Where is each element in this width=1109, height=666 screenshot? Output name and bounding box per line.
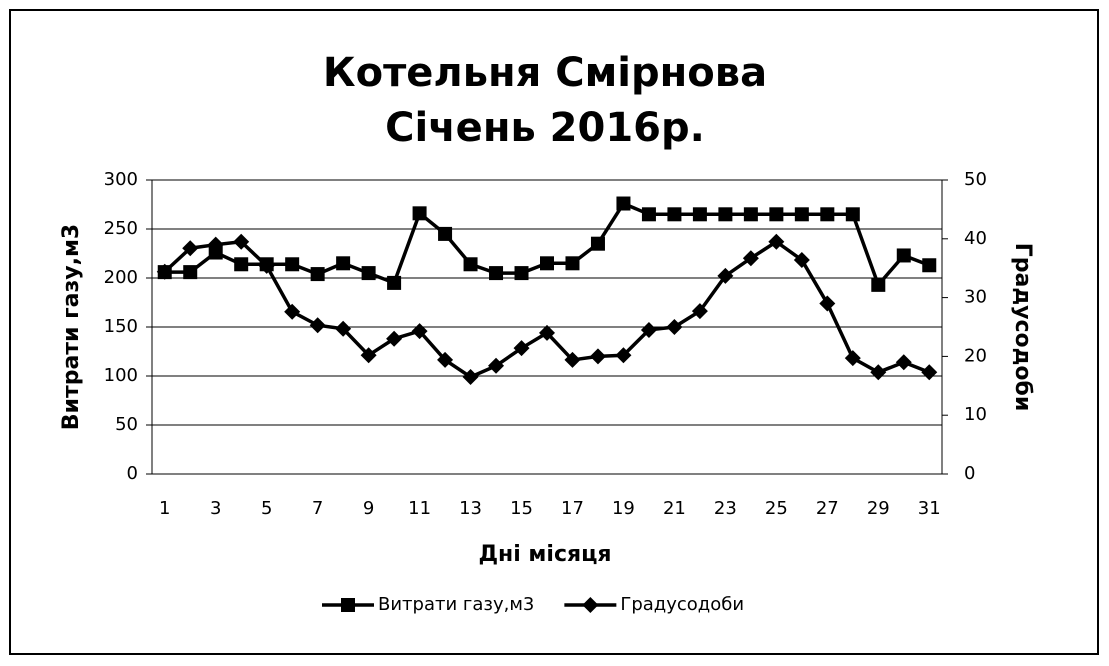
x-tick-label: 1 — [159, 498, 170, 519]
x-tick-label: 15 — [510, 498, 533, 519]
x-tick-label: 31 — [918, 498, 941, 519]
y2-axis-label: Градусодоби — [1010, 243, 1035, 412]
marker-diamond — [488, 357, 505, 374]
x-tick-label: 27 — [816, 498, 839, 519]
legend-label: Градусодоби — [620, 594, 744, 615]
marker-diamond — [921, 364, 938, 381]
marker-diamond — [615, 347, 632, 364]
y-tick-label: 250 — [104, 218, 138, 239]
marker-diamond — [844, 350, 861, 367]
marker-diamond — [539, 324, 555, 341]
x-tick-label: 3 — [210, 498, 221, 519]
marker-diamond — [589, 348, 606, 365]
y2-tick-label: 50 — [964, 169, 987, 190]
marker-square — [285, 257, 300, 272]
marker-square — [590, 236, 605, 251]
marker-square — [616, 196, 631, 211]
marker-diamond — [411, 323, 428, 340]
y2-tick-label: 20 — [964, 345, 987, 366]
marker-diamond — [360, 347, 377, 364]
marker-square — [489, 266, 504, 281]
chart-title: Котельня Смірнова — [323, 50, 767, 96]
marker-diamond — [582, 597, 599, 613]
marker-square — [565, 256, 580, 271]
x-tick-label: 9 — [363, 498, 374, 519]
y2-tick-label: 0 — [964, 463, 975, 484]
marker-square — [845, 207, 860, 222]
marker-diamond — [182, 240, 199, 257]
marker-square — [361, 266, 376, 281]
y-axis-label: Витрати газу,м3 — [59, 224, 84, 430]
marker-square — [692, 207, 707, 222]
x-tick-label: 5 — [261, 498, 272, 519]
y2-tick-label: 30 — [964, 287, 987, 308]
chart-subtitle: Січень 2016р. — [385, 105, 705, 151]
marker-diamond — [717, 267, 734, 284]
x-tick-label: 23 — [714, 498, 737, 519]
x-tick-label: 19 — [612, 498, 635, 519]
y-tick-label: 200 — [104, 267, 138, 288]
marker-square — [387, 275, 402, 290]
marker-diamond — [768, 233, 785, 250]
marker-square — [310, 267, 325, 282]
x-tick-label: 29 — [867, 498, 890, 519]
marker-diamond — [870, 364, 887, 381]
x-tick-label: 11 — [408, 498, 431, 519]
marker-diamond — [309, 317, 326, 334]
y2-tick-label: 10 — [964, 404, 987, 425]
legend-label: Витрати газу,м3 — [378, 594, 534, 615]
marker-diamond — [895, 354, 912, 371]
marker-diamond — [207, 236, 224, 253]
marker-square — [412, 206, 427, 221]
marker-diamond — [742, 250, 759, 267]
x-tick-label: 25 — [765, 498, 788, 519]
marker-diamond — [233, 233, 250, 250]
marker-diamond — [335, 320, 352, 337]
marker-square — [341, 598, 355, 612]
marker-diamond — [258, 257, 275, 274]
marker-square — [463, 257, 478, 272]
marker-diamond — [462, 368, 479, 385]
marker-diamond — [564, 351, 581, 368]
marker-square — [794, 207, 809, 222]
marker-square — [438, 226, 453, 241]
x-tick-label: 17 — [561, 498, 584, 519]
marker-square — [514, 266, 529, 281]
marker-diamond — [156, 263, 173, 280]
x-tick-label: 13 — [459, 498, 482, 519]
marker-diamond — [284, 303, 301, 320]
marker-square — [871, 277, 886, 292]
marker-diamond — [691, 303, 708, 320]
marker-square — [234, 257, 249, 272]
marker-square — [718, 207, 733, 222]
marker-square — [820, 207, 835, 222]
marker-square — [896, 248, 911, 263]
marker-diamond — [513, 340, 530, 357]
marker-diamond — [640, 321, 657, 338]
marker-square — [769, 207, 784, 222]
marker-diamond — [437, 351, 454, 368]
y-tick-label: 50 — [115, 414, 138, 435]
marker-square — [641, 207, 656, 222]
y-tick-label: 100 — [104, 365, 138, 386]
marker-diamond — [793, 251, 810, 268]
marker-square — [183, 265, 198, 280]
marker-diamond — [819, 295, 836, 312]
marker-square — [540, 256, 554, 271]
y-tick-label: 0 — [127, 463, 138, 484]
marker-square — [667, 207, 682, 222]
marker-diamond — [666, 319, 683, 335]
x-tick-label: 7 — [312, 498, 323, 519]
x-tick-label: 21 — [663, 498, 686, 519]
x-axis-label: Дні місяця — [478, 542, 611, 567]
y2-tick-label: 40 — [964, 228, 987, 249]
marker-square — [922, 258, 937, 273]
marker-diamond — [386, 330, 403, 347]
y-tick-label: 300 — [104, 169, 138, 190]
marker-square — [336, 256, 351, 271]
marker-square — [743, 207, 758, 222]
y-tick-label: 150 — [104, 316, 138, 337]
